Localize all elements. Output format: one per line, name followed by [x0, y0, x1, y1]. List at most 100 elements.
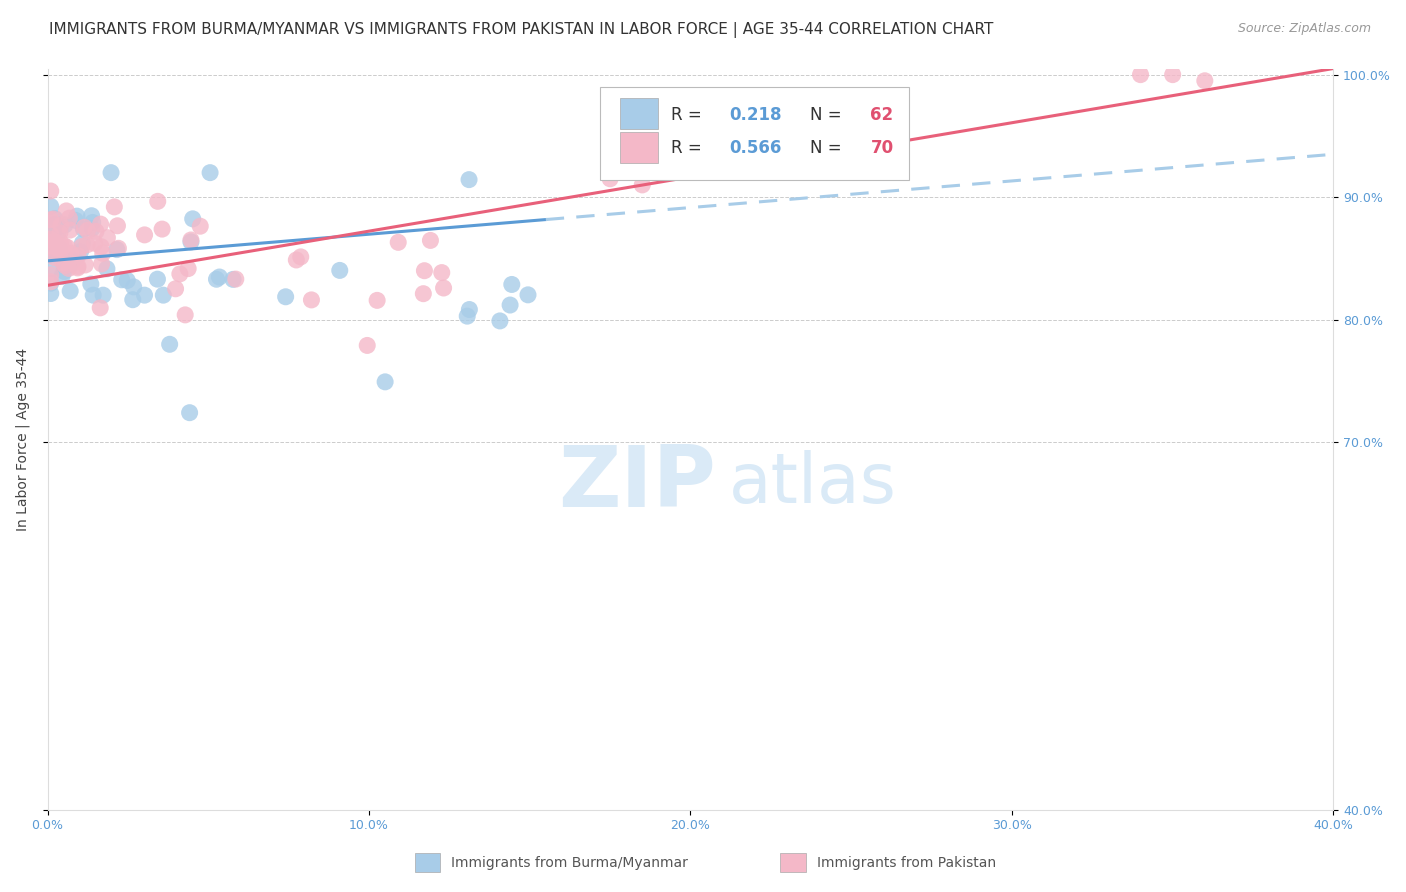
Point	[111, 273, 134, 287]
Point	[44, 251, 66, 265]
Point	[499, 298, 522, 312]
Point	[430, 266, 453, 280]
Point	[39, 212, 62, 227]
Point	[91, 288, 114, 302]
Point	[52, 256, 75, 270]
Point	[419, 234, 441, 248]
Point	[90, 217, 112, 231]
Y-axis label: In Labor Force | Age 35-44: In Labor Force | Age 35-44	[15, 348, 30, 531]
Point	[44, 243, 66, 257]
Point	[46, 219, 69, 234]
Point	[53, 239, 76, 253]
Point	[76, 223, 98, 237]
Text: N =: N =	[810, 106, 846, 124]
Point	[517, 288, 540, 302]
Point	[41, 239, 63, 253]
Point	[174, 308, 197, 322]
Point	[53, 251, 76, 265]
Point	[387, 235, 409, 250]
Point	[66, 260, 89, 275]
Point	[205, 272, 228, 286]
Point	[301, 293, 323, 307]
Point	[42, 235, 65, 249]
Point	[90, 257, 112, 271]
Point	[96, 230, 118, 244]
Text: 70: 70	[870, 139, 894, 157]
Point	[165, 282, 187, 296]
Point	[80, 221, 103, 235]
Text: IMMIGRANTS FROM BURMA/MYANMAR VS IMMIGRANTS FROM PAKISTAN IN LABOR FORCE | AGE 3: IMMIGRANTS FROM BURMA/MYANMAR VS IMMIGRA…	[49, 22, 994, 38]
Point	[489, 314, 512, 328]
Point	[90, 240, 112, 254]
Point	[59, 223, 82, 237]
Point	[44, 211, 66, 226]
Point	[599, 171, 621, 186]
Point	[58, 258, 80, 272]
Point	[501, 277, 523, 292]
Point	[45, 221, 67, 235]
Point	[188, 219, 211, 234]
Point	[1129, 68, 1152, 82]
Point	[180, 233, 202, 247]
Point	[105, 243, 128, 257]
Text: N =: N =	[810, 139, 846, 157]
Text: Source: ZipAtlas.com: Source: ZipAtlas.com	[1237, 22, 1371, 36]
Point	[49, 226, 72, 240]
Point	[432, 281, 454, 295]
Point	[134, 288, 156, 302]
Point	[42, 212, 65, 227]
Point	[55, 203, 77, 218]
Point	[458, 172, 481, 186]
Point	[75, 258, 97, 272]
Point	[39, 184, 62, 198]
Point	[122, 280, 145, 294]
Point	[285, 252, 308, 267]
Point	[80, 209, 103, 223]
Point	[456, 309, 478, 323]
Point	[134, 227, 156, 242]
Point	[366, 293, 388, 308]
Point	[96, 261, 118, 276]
Point	[121, 293, 143, 307]
Point	[1161, 68, 1184, 82]
Point	[225, 272, 247, 286]
Point	[458, 302, 481, 317]
Point	[39, 227, 62, 242]
Point	[290, 250, 312, 264]
Point	[412, 286, 434, 301]
Point	[65, 213, 87, 227]
Point	[39, 268, 62, 282]
Point	[49, 219, 72, 233]
Point	[66, 209, 89, 223]
Point	[1194, 74, 1216, 88]
Point	[53, 218, 76, 232]
Point	[152, 288, 174, 302]
Text: 0.566: 0.566	[730, 139, 782, 157]
Point	[53, 258, 76, 272]
Text: Immigrants from Burma/Myanmar: Immigrants from Burma/Myanmar	[451, 855, 688, 870]
Point	[179, 406, 201, 420]
Point	[45, 238, 67, 252]
Point	[67, 249, 90, 263]
Point	[413, 263, 436, 277]
Point	[222, 272, 245, 286]
Point	[159, 337, 181, 351]
Point	[146, 194, 169, 209]
FancyBboxPatch shape	[600, 87, 910, 179]
Point	[329, 263, 352, 277]
Point	[84, 224, 107, 238]
Point	[46, 227, 69, 242]
Point	[56, 240, 79, 254]
Point	[39, 276, 62, 290]
Point	[58, 211, 80, 226]
Point	[198, 166, 221, 180]
Point	[59, 284, 82, 298]
Point	[115, 273, 138, 287]
Point	[48, 241, 70, 255]
Point	[76, 237, 98, 252]
Point	[39, 199, 62, 213]
Point	[150, 222, 173, 236]
Text: ZIP: ZIP	[558, 442, 716, 525]
Point	[72, 222, 94, 236]
Point	[107, 241, 129, 255]
